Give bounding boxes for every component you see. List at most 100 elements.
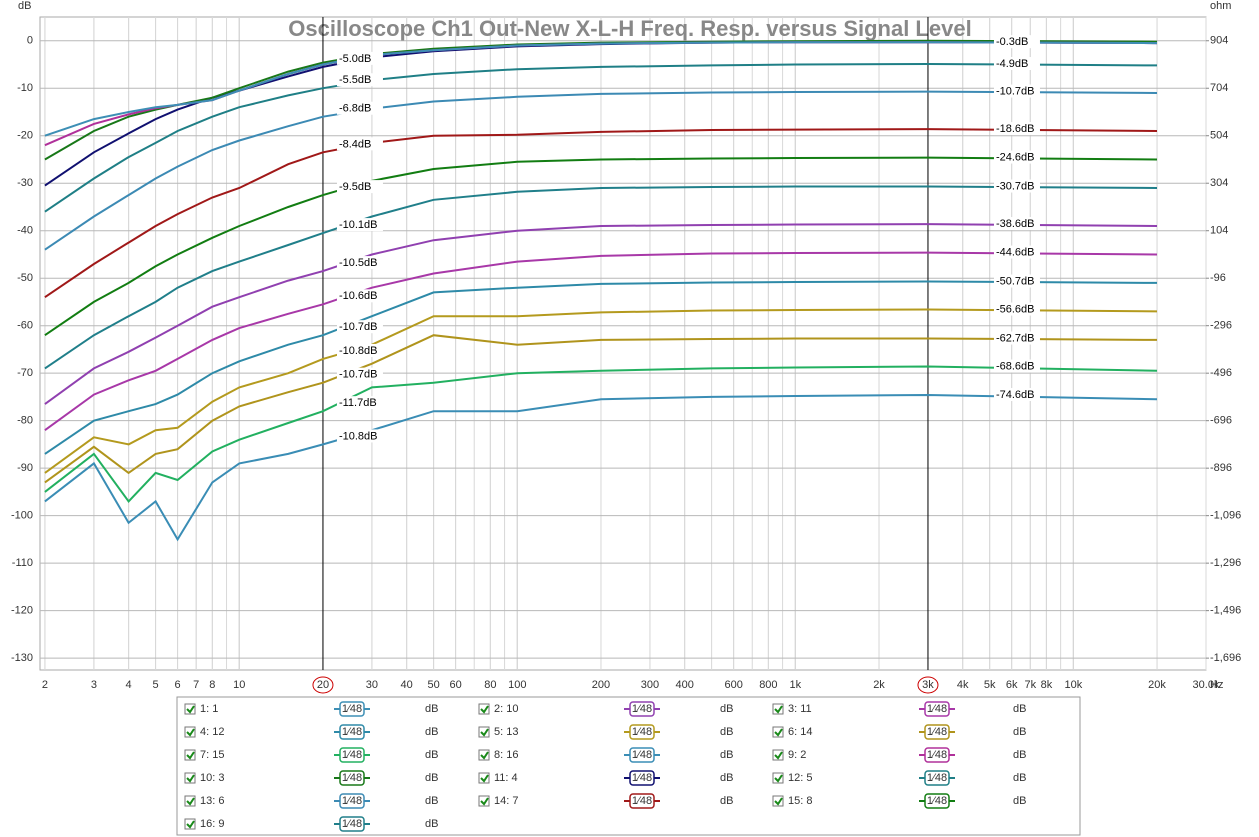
y2-tick-label: -296	[1210, 320, 1232, 332]
legend-smoothing[interactable]	[629, 724, 655, 740]
x-tick-label: 10	[233, 679, 245, 691]
legend-smoothing[interactable]	[629, 770, 655, 786]
cursor-marker[interactable]	[917, 676, 939, 694]
legend-entry: 6: 14 1⁄48 dB	[772, 724, 1026, 740]
legend-checkbox[interactable]	[184, 703, 196, 715]
readout-bg	[993, 57, 1040, 71]
readout-label: -18.6dB	[996, 123, 1035, 135]
legend-smoothing[interactable]	[924, 701, 950, 717]
legend-smoothing[interactable]	[924, 724, 950, 740]
legend-smoothing[interactable]	[339, 747, 365, 763]
legend-checkbox[interactable]	[478, 772, 490, 784]
y-axis-label: dB	[18, 0, 31, 12]
readout-label: -38.6dB	[996, 218, 1035, 230]
legend-check	[774, 728, 783, 737]
cursor-marker[interactable]	[312, 676, 334, 694]
legend-checkbox[interactable]	[478, 749, 490, 761]
legend-entry: 8: 16 1⁄48 dB	[478, 747, 733, 763]
readout-label: -0.3dB	[996, 36, 1028, 48]
legend-checkbox[interactable]	[184, 749, 196, 761]
x-tick-label: 60	[449, 679, 461, 691]
y2-tick-label: 504	[1210, 130, 1228, 142]
legend-smoothing[interactable]	[339, 816, 365, 832]
y2-tick-label: 704	[1210, 82, 1228, 94]
readout-label: -10.8dB	[339, 345, 378, 357]
legend-checkbox[interactable]	[184, 772, 196, 784]
readout-bg	[993, 122, 1040, 136]
readout-bg	[336, 218, 383, 232]
x-tick-label: 8k	[1041, 679, 1053, 691]
readout-label: -6.8dB	[339, 103, 371, 115]
legend-name: 13: 6	[200, 795, 224, 807]
legend-unit: dB	[425, 772, 438, 784]
legend-name: 16: 9	[200, 818, 224, 830]
readout-bg	[993, 245, 1040, 259]
x-tick-label: 7	[193, 679, 199, 691]
y-tick-label: -50	[17, 272, 33, 284]
readout-bg	[993, 331, 1040, 345]
legend-smoothing[interactable]	[924, 793, 950, 809]
legend-check	[480, 774, 489, 783]
y2-tick-label: -1,496	[1210, 605, 1241, 617]
readout-label: -10.1dB	[339, 219, 378, 231]
legend-checkbox[interactable]	[184, 726, 196, 738]
legend-check	[774, 774, 783, 783]
legend-unit: dB	[1013, 703, 1026, 715]
legend-checkbox[interactable]	[478, 795, 490, 807]
legend-entry: 12: 5 1⁄48 dB	[772, 770, 1026, 786]
x-tick-label: 5	[153, 679, 159, 691]
legend-smoothing-label: 1⁄48	[342, 749, 362, 761]
readout-label: -10.7dB	[339, 369, 378, 381]
legend-smoothing[interactable]	[629, 793, 655, 809]
legend-checkbox[interactable]	[184, 818, 196, 830]
legend-smoothing[interactable]	[339, 724, 365, 740]
series-line	[44, 62, 1158, 213]
x-tick-label: 2	[42, 679, 48, 691]
legend-smoothing[interactable]	[339, 793, 365, 809]
legend-name: 6: 14	[788, 726, 812, 738]
chart-title: Oscilloscope Ch1 Out-New X-L-H Freq. Res…	[288, 16, 971, 41]
legend-unit: dB	[720, 772, 733, 784]
readout-bg	[336, 180, 383, 194]
legend-smoothing[interactable]	[629, 747, 655, 763]
legend-smoothing[interactable]	[629, 701, 655, 717]
legend-smoothing[interactable]	[339, 770, 365, 786]
legend-unit: dB	[425, 795, 438, 807]
legend-name: 9: 2	[788, 749, 806, 761]
legend-checkbox[interactable]	[478, 703, 490, 715]
x-tick-label: 400	[676, 679, 694, 691]
x-tick-label: 50	[427, 679, 439, 691]
x-tick-label: 2k	[873, 679, 885, 691]
legend-name: 14: 7	[494, 795, 518, 807]
x-tick-label: 6k	[1006, 679, 1018, 691]
legend-check	[774, 751, 783, 760]
legend-smoothing-label: 1⁄48	[632, 795, 652, 807]
legend-smoothing[interactable]	[924, 747, 950, 763]
x-tick-label: 40	[401, 679, 413, 691]
series-line	[44, 90, 1158, 251]
legend-checkbox[interactable]	[772, 726, 784, 738]
y-tick-label: -80	[17, 415, 33, 427]
readout-label: -11.7dB	[339, 397, 377, 409]
legend-smoothing[interactable]	[339, 701, 365, 717]
legend-checkbox[interactable]	[772, 749, 784, 761]
legend-checkbox[interactable]	[184, 795, 196, 807]
legend-name: 3: 11	[788, 703, 812, 715]
legend-checkbox[interactable]	[478, 726, 490, 738]
legend-smoothing[interactable]	[924, 770, 950, 786]
y2-tick-label: 904	[1210, 35, 1228, 47]
x-tick-label: 800	[759, 679, 777, 691]
legend-checkbox[interactable]	[772, 703, 784, 715]
legend-smoothing-label: 1⁄48	[632, 703, 652, 715]
legend-check	[186, 728, 195, 737]
series-line	[44, 365, 1158, 503]
legend-checkbox[interactable]	[772, 772, 784, 784]
y-tick-label: -100	[11, 510, 33, 522]
series-line	[44, 308, 1158, 474]
legend-checkbox[interactable]	[772, 795, 784, 807]
legend-name: 1: 1	[200, 703, 218, 715]
series-line	[44, 41, 1158, 137]
readout-bg	[993, 179, 1040, 193]
series-line	[44, 128, 1158, 299]
readout-bg	[336, 101, 383, 115]
